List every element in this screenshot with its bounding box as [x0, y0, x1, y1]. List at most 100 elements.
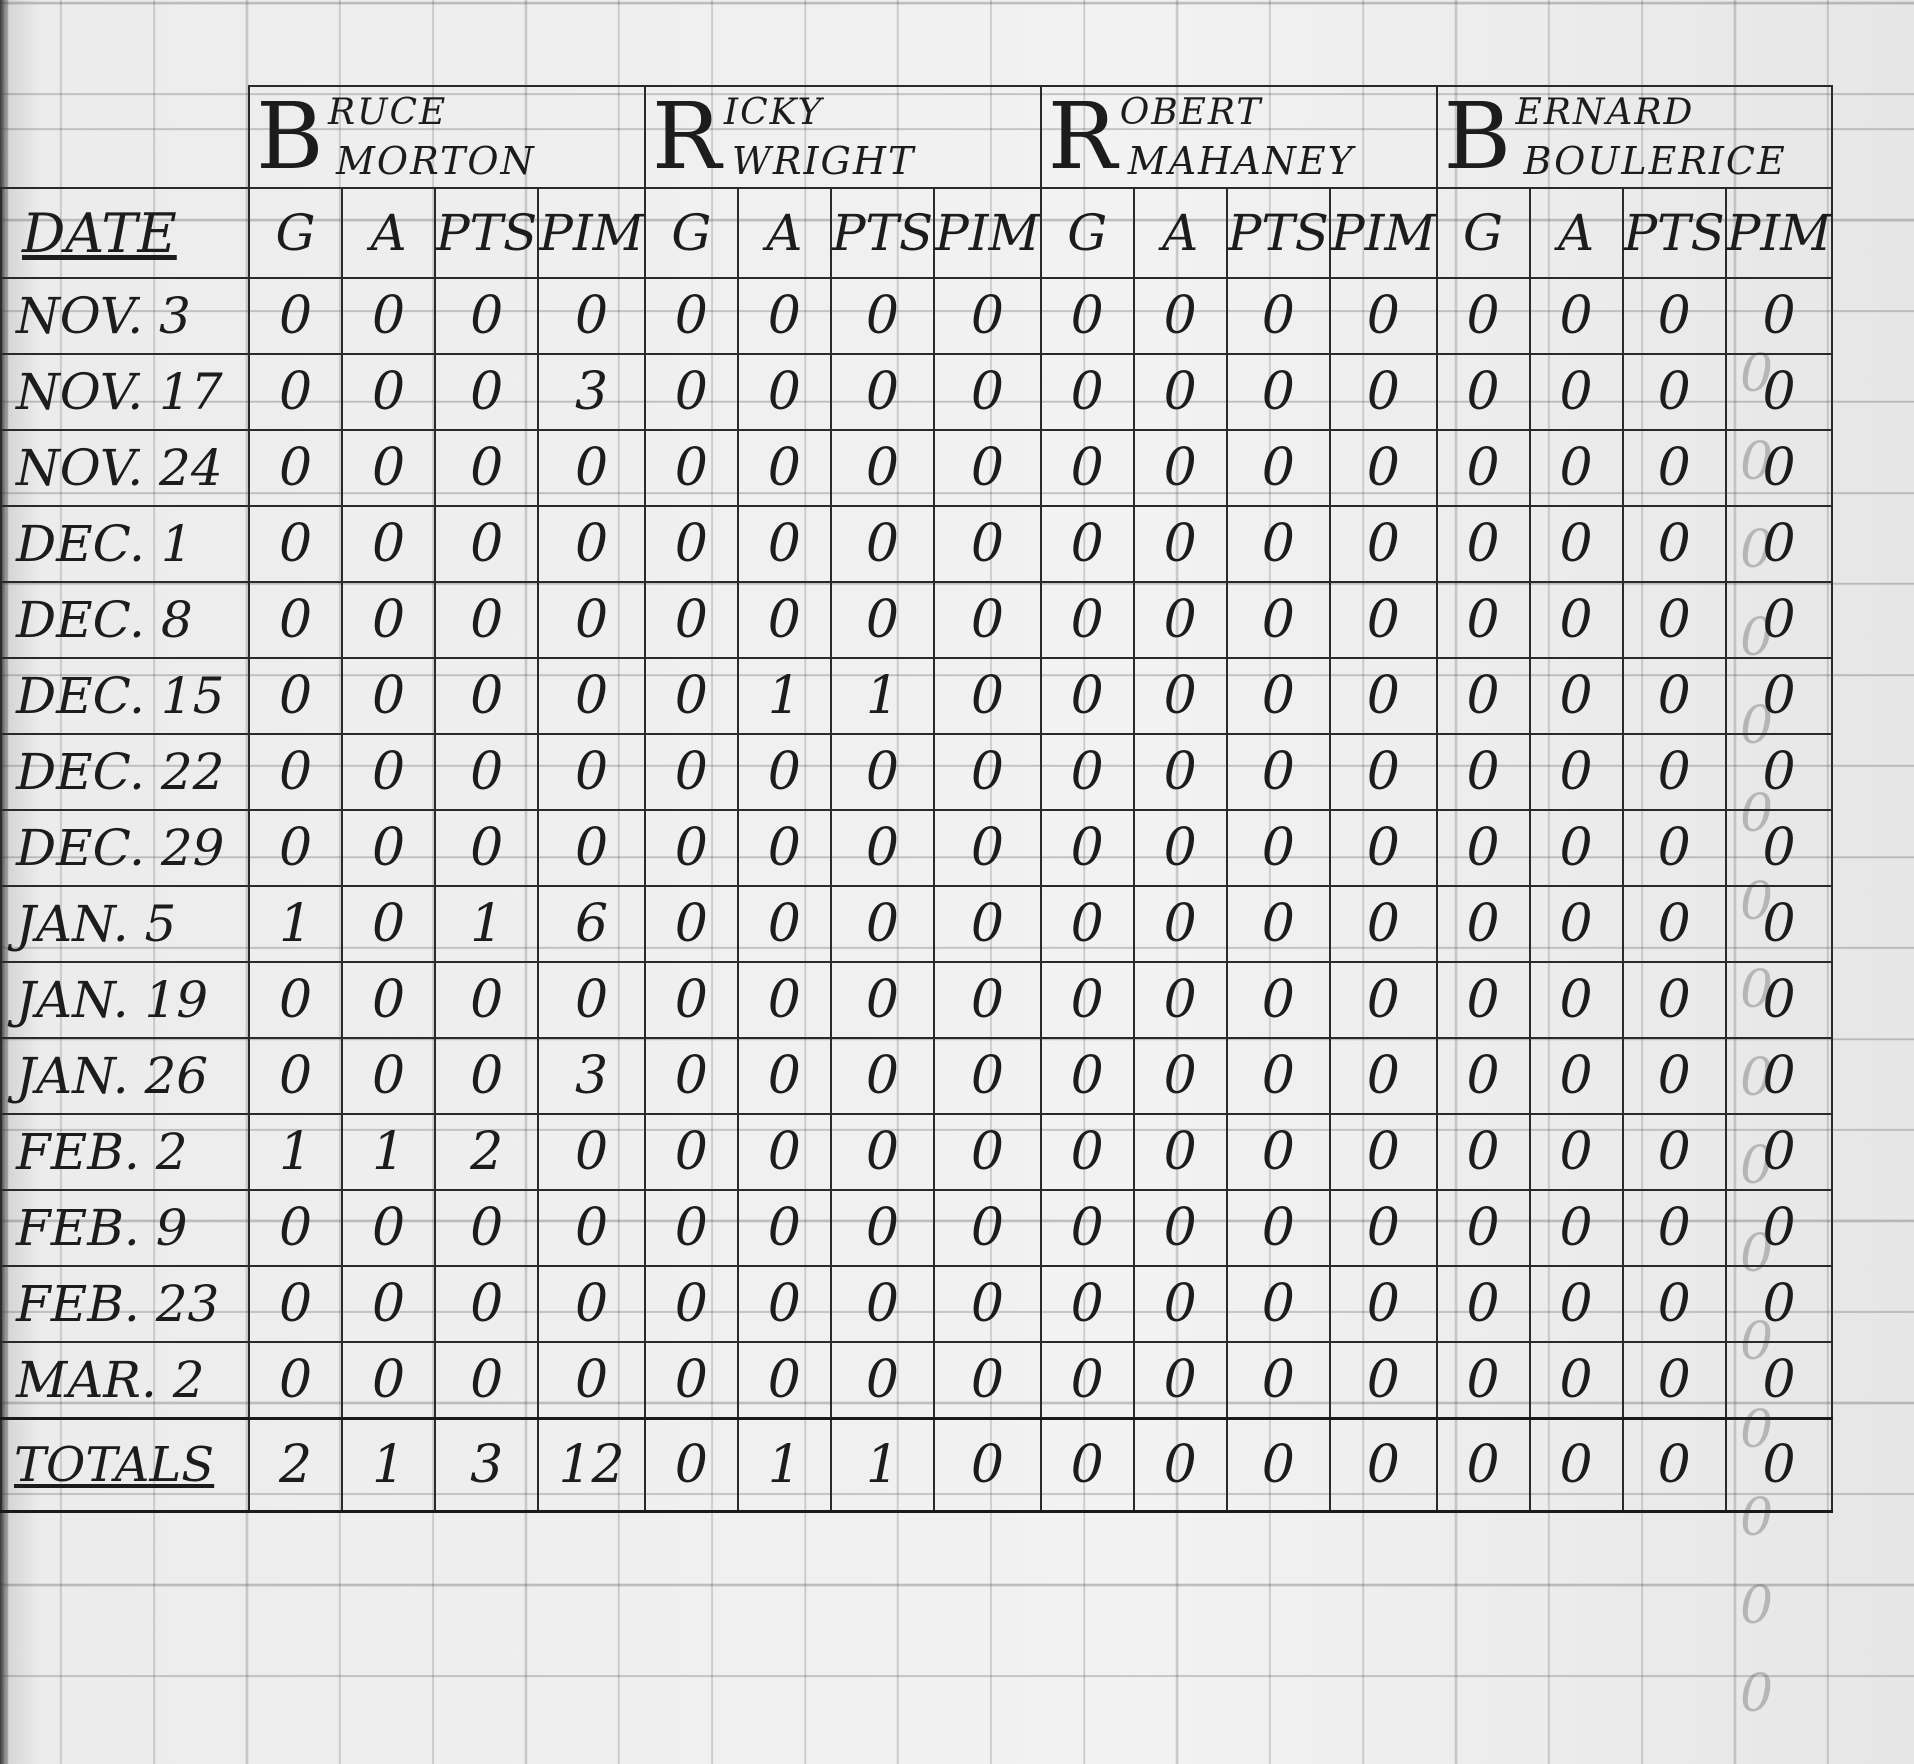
stat-value: 0 — [537, 581, 646, 659]
game-date: FEB. 9 — [0, 1189, 250, 1267]
stat-value: 0 — [643, 1265, 739, 1343]
stat-value: 0 — [248, 1341, 343, 1420]
stat-header-pts: PTS — [1225, 187, 1331, 279]
stat-value: 0 — [736, 353, 832, 431]
stat-value: 0 — [1621, 1341, 1727, 1420]
stat-value: 0 — [643, 505, 739, 583]
stat-value: 0 — [1132, 733, 1228, 811]
stat-value: 0 — [933, 505, 1042, 583]
stat-value: 0 — [1132, 809, 1228, 887]
stat-value: 0 — [1724, 1037, 1834, 1115]
stat-value: 0 — [736, 505, 832, 583]
stat-value: 0 — [433, 429, 540, 507]
stat-value: 0 — [1528, 885, 1624, 963]
stat-value: 0 — [643, 353, 739, 431]
stat-header-a: A — [341, 187, 436, 279]
stat-value: 0 — [1621, 961, 1727, 1039]
stat-value: 0 — [643, 581, 739, 659]
player-initial: R — [1047, 83, 1119, 190]
stat-value: 0 — [1225, 809, 1331, 887]
stat-value: 0 — [1328, 657, 1438, 735]
stat-value: 0 — [1724, 1189, 1834, 1267]
stat-value: 0 — [1328, 733, 1438, 811]
stat-value: 0 — [1435, 1265, 1531, 1343]
stat-value: 0 — [643, 277, 739, 355]
stat-value: 0 — [537, 1265, 646, 1343]
total-value: 3 — [433, 1417, 540, 1513]
stat-value: 1 — [829, 657, 936, 735]
stat-value: 0 — [1039, 581, 1135, 659]
stat-value: 0 — [433, 809, 540, 887]
player-name-robert-mahaney: R OBERT MAHANEY — [1039, 83, 1438, 190]
stat-value: 0 — [1528, 277, 1624, 355]
stat-value: 0 — [829, 733, 936, 811]
game-row: NOV. 17 0 0 0 3 0 0 0 0 0 0 0 0 0 0 0 0 — [0, 353, 1834, 431]
stats-body: NOV. 3 0 0 0 0 0 0 0 0 0 0 0 0 0 0 0 0 NOV. 17 0 0 0 3 0 0 0 0 0 0 0… — [0, 277, 1834, 1513]
player-last-name: MORTON — [336, 139, 536, 183]
stat-value: 0 — [736, 809, 832, 887]
stat-value: 0 — [433, 1341, 540, 1420]
stat-value: 0 — [1132, 1265, 1228, 1343]
player-name-bernard-boulerice: B ERNARD BOULERICE — [1435, 85, 1834, 189]
stat-value: 0 — [1328, 1341, 1438, 1420]
game-row: NOV. 24 0 0 0 0 0 0 0 0 0 0 0 0 0 0 0 0 — [0, 429, 1834, 507]
stat-value: 0 — [829, 1189, 936, 1267]
stat-value: 0 — [1039, 657, 1135, 735]
game-date: FEB. 23 — [0, 1265, 250, 1343]
stat-value: 0 — [1435, 1341, 1531, 1420]
game-row: JAN. 26 0 0 0 3 0 0 0 0 0 0 0 0 0 0 0 0 — [0, 1037, 1834, 1115]
stat-value: 0 — [248, 429, 343, 507]
game-date: DEC. 1 — [0, 505, 250, 583]
stat-value: 0 — [1528, 505, 1624, 583]
stat-value: 0 — [933, 733, 1042, 811]
stat-header-pts: PTS — [433, 187, 540, 279]
stat-header-a: A — [736, 187, 832, 279]
stat-value: 0 — [248, 1189, 343, 1267]
game-date: DEC. 15 — [0, 657, 250, 735]
stat-value: 0 — [829, 353, 936, 431]
stat-value: 0 — [736, 1113, 832, 1191]
stat-value: 0 — [1621, 1113, 1727, 1191]
game-date: NOV. 24 — [0, 429, 250, 507]
stat-value: 0 — [1225, 429, 1331, 507]
game-date: MAR. 2 — [0, 1341, 250, 1420]
game-date: DEC. 29 — [0, 809, 250, 887]
stat-value: 0 — [1039, 277, 1135, 355]
stat-value: 0 — [736, 961, 832, 1039]
stat-value: 0 — [736, 581, 832, 659]
game-row: JAN. 19 0 0 0 0 0 0 0 0 0 0 0 0 0 0 0 0 — [0, 961, 1834, 1039]
stat-value: 0 — [1621, 505, 1727, 583]
stat-value: 0 — [933, 1037, 1042, 1115]
stat-value: 0 — [933, 1265, 1042, 1343]
stat-value: 0 — [1724, 353, 1834, 431]
stat-value: 0 — [248, 809, 343, 887]
total-value: 0 — [1621, 1417, 1727, 1513]
stat-value: 0 — [537, 505, 646, 583]
stat-value: 0 — [643, 1341, 739, 1420]
stat-value: 0 — [1435, 581, 1531, 659]
stat-value: 0 — [1225, 505, 1331, 583]
stat-value: 0 — [1435, 1113, 1531, 1191]
game-date: DEC. 8 — [0, 581, 250, 659]
stat-value: 0 — [1225, 885, 1331, 963]
stat-value: 0 — [1328, 809, 1438, 887]
stat-value: 0 — [1528, 657, 1624, 735]
stat-value: 0 — [736, 1265, 832, 1343]
stat-value: 0 — [829, 581, 936, 659]
player-name-row: B RUCE MORTON R ICKY WRIGHT R OBERT MAHA… — [1, 83, 1834, 190]
total-value: 0 — [1724, 1417, 1834, 1513]
stat-value: 6 — [537, 885, 646, 963]
stat-value: 0 — [736, 429, 832, 507]
game-date: NOV. 17 — [0, 353, 250, 431]
stat-value: 0 — [933, 429, 1042, 507]
total-value: 0 — [643, 1417, 739, 1513]
stat-value: 0 — [433, 353, 540, 431]
stat-value: 0 — [537, 277, 646, 355]
stat-value: 0 — [1225, 733, 1331, 811]
game-date: FEB. 2 — [0, 1113, 250, 1191]
stat-value: 0 — [1528, 961, 1624, 1039]
